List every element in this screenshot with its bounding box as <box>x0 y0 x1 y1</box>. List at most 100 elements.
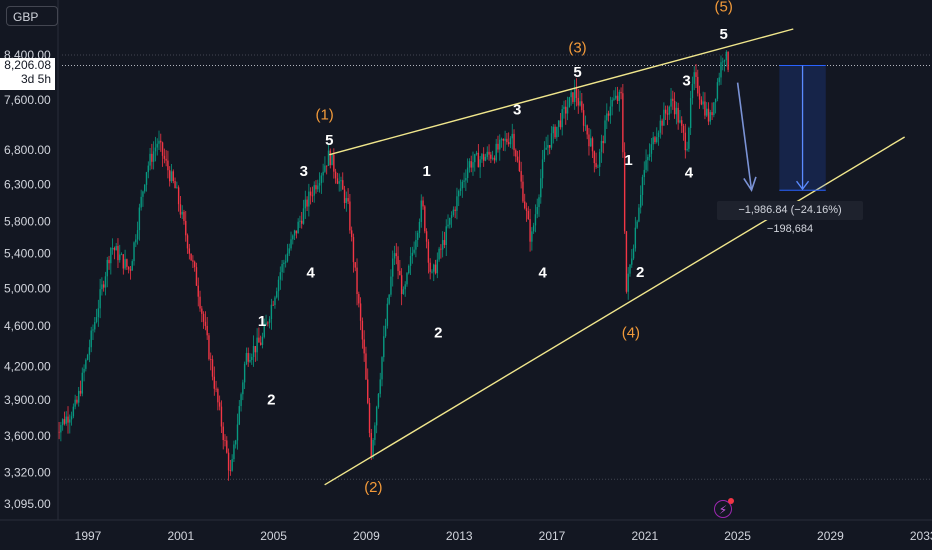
candle-body <box>156 143 158 148</box>
candle-body <box>466 167 469 179</box>
candle-body <box>565 106 567 114</box>
candle-body <box>315 185 317 190</box>
wave-label: 2 <box>267 392 275 409</box>
candle-body <box>422 200 424 207</box>
wave-label: 2 <box>434 325 442 342</box>
candle-body <box>117 246 119 261</box>
candle-body <box>201 308 203 314</box>
candle-body <box>536 207 538 215</box>
candle-body <box>623 152 626 232</box>
candle-body <box>176 187 178 189</box>
candle-body <box>215 388 217 390</box>
candle-body <box>192 260 194 262</box>
lightning-icon[interactable]: ⚡ <box>714 498 734 518</box>
measure-tool[interactable] <box>736 65 826 193</box>
candle-body <box>522 181 524 202</box>
candle-body <box>609 106 612 116</box>
wave-label: 5 <box>720 26 728 43</box>
candle-body <box>258 337 260 343</box>
x-tick-label: 2029 <box>817 529 844 543</box>
candle-body <box>74 399 76 407</box>
candle-body <box>431 271 433 273</box>
candle-body <box>586 125 588 135</box>
candle-body <box>445 226 447 245</box>
candle-body <box>474 154 476 163</box>
candle-body <box>697 76 699 94</box>
candle-body <box>88 347 91 355</box>
candlestick-series <box>54 50 729 481</box>
candle-body <box>507 142 510 145</box>
candle-body <box>720 62 722 78</box>
reference-lines <box>62 54 932 480</box>
candle-body <box>390 276 392 295</box>
wave-label: (2) <box>364 479 382 496</box>
candle-body <box>206 325 208 336</box>
candle-body <box>270 304 273 320</box>
candle-body <box>363 339 365 354</box>
candle-body <box>468 161 471 168</box>
candle-body <box>618 91 620 101</box>
candle-body <box>449 217 451 225</box>
candle-body <box>106 259 108 277</box>
candle-body <box>334 171 337 179</box>
candle-body <box>707 108 710 122</box>
x-tick-label: 2017 <box>539 529 566 543</box>
candle-body <box>70 416 73 420</box>
candle-body <box>69 419 71 423</box>
candle-body <box>140 196 142 208</box>
candle-body <box>279 272 282 280</box>
candle-body <box>372 439 374 458</box>
candle-body <box>345 198 348 203</box>
candle-body <box>668 106 670 115</box>
candle-body <box>452 209 455 216</box>
candle-body <box>727 51 729 70</box>
candle-body <box>365 353 367 380</box>
y-tick-label: 7,600.00 <box>4 93 51 107</box>
candle-body <box>124 259 126 269</box>
candle-body <box>340 180 342 182</box>
candle-body <box>664 109 667 114</box>
candle-body <box>211 359 214 377</box>
candle-body <box>188 248 191 254</box>
candle-body <box>92 329 94 331</box>
candle-body <box>127 266 130 270</box>
candle-body <box>126 259 128 267</box>
candle-body <box>450 215 453 218</box>
candle-body <box>231 459 233 471</box>
candle-body <box>552 126 554 134</box>
candle-body <box>333 154 335 172</box>
candle-body <box>136 230 139 240</box>
candle-body <box>322 171 324 176</box>
candle-body <box>349 201 351 231</box>
candle-body <box>261 336 264 345</box>
candle-body <box>249 359 251 362</box>
trendline-lower[interactable] <box>324 136 906 486</box>
candle-body <box>418 221 421 233</box>
wave-label: 3 <box>513 101 521 118</box>
candle-body <box>181 211 183 215</box>
candle-body <box>388 294 390 304</box>
trendlines[interactable] <box>324 28 906 486</box>
candle-body <box>420 200 422 222</box>
candle-body <box>213 376 216 389</box>
candle-body <box>672 98 674 101</box>
forecast-arrow-shaft[interactable] <box>736 82 753 191</box>
candle-body <box>208 335 210 360</box>
candle-body <box>424 206 426 232</box>
candle-body <box>343 189 346 203</box>
candle-body <box>598 151 601 167</box>
candle-body <box>477 152 480 168</box>
candle-body <box>381 357 383 380</box>
candle-body <box>358 294 360 304</box>
candle-body <box>490 154 492 159</box>
candle-body <box>131 261 133 271</box>
currency-button[interactable]: GBP <box>6 6 58 26</box>
candle-body <box>252 346 255 357</box>
candle-body <box>61 419 64 426</box>
trendline-upper[interactable] <box>329 28 794 156</box>
candle-body <box>165 158 167 161</box>
candle-body <box>486 151 488 157</box>
candle-body <box>622 93 624 153</box>
candle-body <box>458 190 460 197</box>
